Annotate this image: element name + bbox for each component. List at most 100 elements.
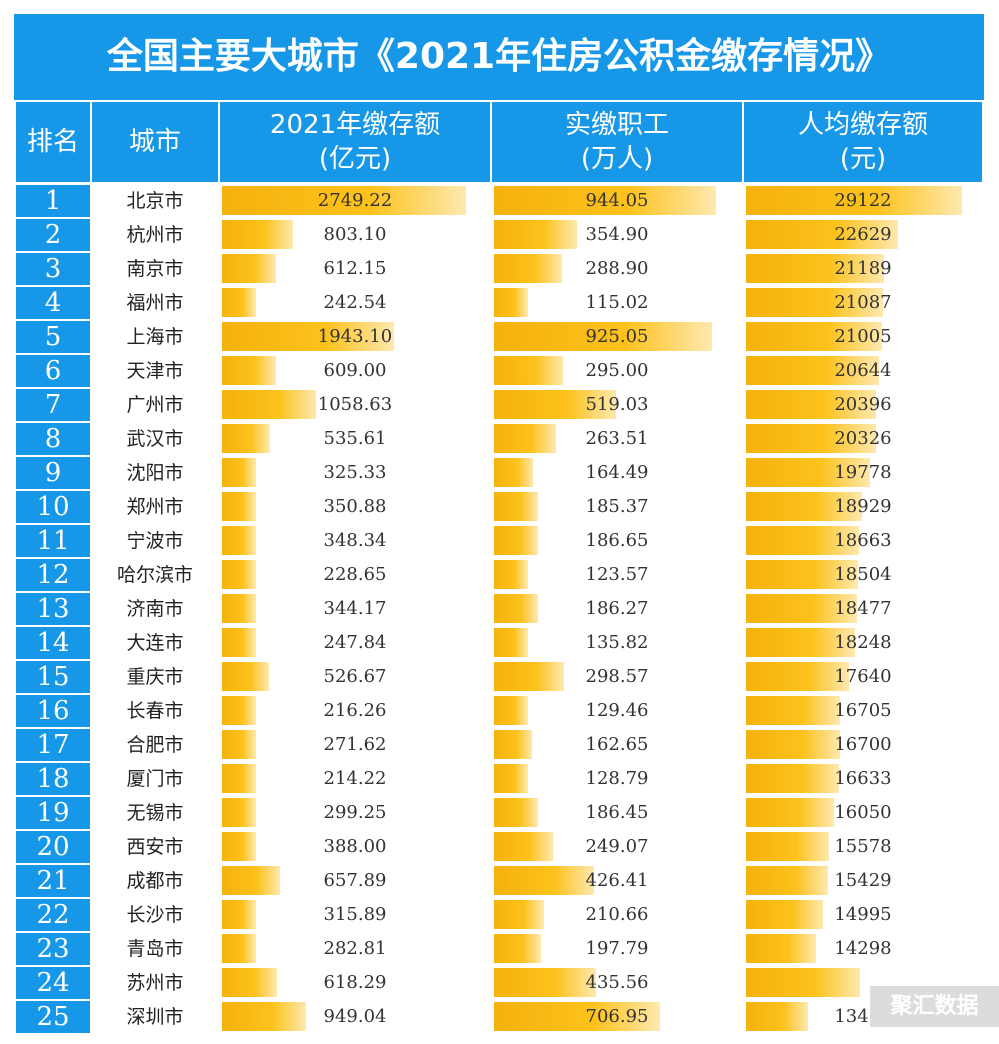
city-cell: 成都市 — [126, 870, 184, 892]
per_capita-value: 16633 — [834, 768, 892, 789]
per_capita-bar — [746, 322, 883, 351]
workers-bar — [494, 900, 544, 929]
deposit-value: 282.81 — [323, 938, 387, 959]
workers-value: 128.79 — [585, 768, 649, 789]
header-deposit-unit: (亿元) — [318, 144, 392, 174]
workers-value: 115.02 — [585, 292, 649, 313]
rank-cell: 8 — [16, 423, 90, 455]
per_capita-value: 18477 — [834, 598, 892, 619]
workers-bar — [494, 560, 528, 589]
workers-bar — [494, 730, 533, 759]
per_capita-value: 15578 — [834, 836, 892, 857]
workers-bar — [494, 866, 595, 895]
deposit-value: 803.10 — [323, 224, 387, 245]
deposit-bar — [222, 322, 395, 351]
page-title: 全国主要大城市《2021年住房公积金缴存情况》 — [14, 14, 984, 100]
deposit-bar — [222, 866, 281, 895]
deposit-value: 618.29 — [323, 972, 387, 993]
workers-bar — [494, 798, 538, 827]
workers-value: 185.37 — [585, 496, 649, 517]
column-divider — [742, 102, 744, 1034]
city-cell: 青岛市 — [126, 938, 184, 960]
deposit-value: 271.62 — [323, 734, 387, 755]
city-cell: 北京市 — [126, 190, 184, 212]
per_capita-value: 14995 — [834, 904, 892, 925]
city-cell: 武汉市 — [126, 428, 184, 450]
header-rank-label: 排名 — [26, 127, 79, 157]
per_capita-value: 17640 — [834, 666, 892, 687]
deposit-bar — [222, 900, 256, 929]
workers-value: 435.56 — [585, 972, 649, 993]
workers-bar — [494, 186, 716, 215]
deposit-value: 1058.63 — [317, 394, 393, 415]
deposit-value: 949.04 — [323, 1006, 387, 1027]
city-cell: 郑州市 — [126, 496, 184, 518]
rank-cell: 24 — [16, 967, 90, 999]
rank-cell: 21 — [16, 865, 90, 897]
rank-cell: 2 — [16, 219, 90, 251]
rank-cell: 18 — [16, 763, 90, 795]
per_capita-value: 18248 — [834, 632, 892, 653]
per_capita-bar — [746, 254, 885, 283]
deposit-bar — [222, 662, 269, 691]
workers-value: 519.03 — [585, 394, 649, 415]
column-divider — [218, 102, 220, 1034]
deposit-bar — [222, 186, 466, 215]
deposit-bar — [222, 1002, 307, 1031]
per_capita-value: 18504 — [834, 564, 892, 585]
rank-cell: 14 — [16, 627, 90, 659]
deposit-bar — [222, 934, 256, 963]
workers-bar — [494, 968, 597, 997]
workers-bar — [494, 764, 528, 793]
deposit-bar — [222, 968, 277, 997]
deposit-bar — [222, 220, 294, 249]
deposit-value: 1943.10 — [317, 326, 393, 347]
deposit-value: 242.54 — [323, 292, 387, 313]
header-rank: 排名 — [16, 102, 90, 182]
header-per-capita-unit: (元) — [839, 144, 887, 174]
per_capita-bar — [746, 186, 962, 215]
workers-value: 298.57 — [585, 666, 649, 687]
header-per-capita: 人均缴存额 (元) — [744, 102, 982, 182]
city-cell: 南京市 — [126, 258, 184, 280]
deposit-bar — [222, 492, 256, 521]
per_capita-bar — [746, 424, 876, 453]
workers-bar — [494, 934, 541, 963]
per_capita-bar — [746, 696, 841, 725]
city-cell: 无锡市 — [126, 802, 184, 824]
header-deposit: 2021年缴存额 (亿元) — [220, 102, 490, 182]
per_capita-value: 19778 — [834, 462, 892, 483]
deposit-value: 350.88 — [323, 496, 387, 517]
deposit-bar — [222, 526, 256, 555]
per_capita-bar — [746, 662, 850, 691]
workers-value: 295.00 — [585, 360, 649, 381]
per_capita-value: 15429 — [834, 870, 892, 891]
per_capita-bar — [746, 764, 840, 793]
header-per-capita-label: 人均缴存额 — [797, 110, 928, 140]
per_capita-bar — [746, 730, 840, 759]
per_capita-bar — [746, 492, 862, 521]
workers-bar — [494, 662, 565, 691]
deposit-value: 612.15 — [323, 258, 387, 279]
deposit-value: 344.17 — [323, 598, 387, 619]
deposit-bar — [222, 424, 270, 453]
per_capita-value: 21005 — [834, 326, 892, 347]
city-cell: 济南市 — [126, 598, 184, 620]
deposit-value: 216.26 — [323, 700, 387, 721]
workers-value: 186.45 — [585, 802, 649, 823]
deposit-value: 315.89 — [323, 904, 387, 925]
workers-value: 706.95 — [585, 1006, 649, 1027]
per_capita-bar — [746, 288, 884, 317]
workers-value: 925.05 — [585, 326, 649, 347]
header-deposit-label: 2021年缴存额 — [269, 110, 441, 140]
rank-cell: 6 — [16, 355, 90, 387]
workers-value: 263.51 — [585, 428, 649, 449]
rank-cell: 23 — [16, 933, 90, 965]
workers-bar — [494, 254, 562, 283]
per_capita-bar — [746, 628, 856, 657]
deposit-bar — [222, 696, 256, 725]
rank-cell: 20 — [16, 831, 90, 863]
workers-bar — [494, 628, 528, 657]
deposit-value: 325.33 — [323, 462, 387, 483]
deposit-value: 526.67 — [323, 666, 387, 687]
